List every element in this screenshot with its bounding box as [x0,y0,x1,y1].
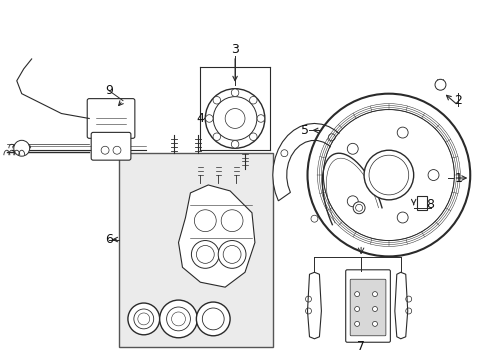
Circle shape [101,146,109,154]
Circle shape [249,133,257,140]
Polygon shape [394,272,407,339]
Polygon shape [272,123,355,201]
Circle shape [434,79,445,90]
Circle shape [396,212,407,223]
Text: 1: 1 [453,171,461,185]
Text: 7: 7 [356,340,365,353]
Circle shape [372,306,377,311]
Text: 9: 9 [105,84,113,97]
FancyBboxPatch shape [349,279,385,336]
Text: 8: 8 [426,198,434,211]
Circle shape [352,202,365,214]
Circle shape [372,292,377,297]
Circle shape [364,150,413,200]
Circle shape [346,196,358,207]
Circle shape [160,300,197,338]
Circle shape [324,111,452,239]
Text: 6: 6 [105,233,113,246]
Text: 2: 2 [453,94,461,107]
Bar [416,196,426,210]
Circle shape [113,146,121,154]
Polygon shape [178,185,254,287]
FancyBboxPatch shape [345,270,389,342]
Circle shape [196,302,230,336]
Circle shape [205,89,264,148]
Circle shape [213,133,220,140]
Bar [119,153,272,347]
Circle shape [231,89,238,96]
Circle shape [354,292,359,297]
FancyBboxPatch shape [87,99,135,138]
Circle shape [257,115,264,122]
Text: 4: 4 [196,112,204,125]
FancyBboxPatch shape [91,132,131,160]
Circle shape [354,306,359,311]
Circle shape [213,96,220,104]
Circle shape [306,93,470,257]
Circle shape [427,170,438,180]
Circle shape [396,127,407,138]
Polygon shape [307,272,321,339]
Circle shape [218,240,245,268]
Circle shape [346,143,358,154]
Text: 3: 3 [231,42,239,55]
Circle shape [205,115,213,122]
Circle shape [249,96,257,104]
Text: 5: 5 [300,124,308,137]
Circle shape [354,321,359,327]
Circle shape [231,140,238,148]
Circle shape [128,303,160,335]
Circle shape [191,240,219,268]
Circle shape [372,321,377,327]
Circle shape [14,140,30,156]
